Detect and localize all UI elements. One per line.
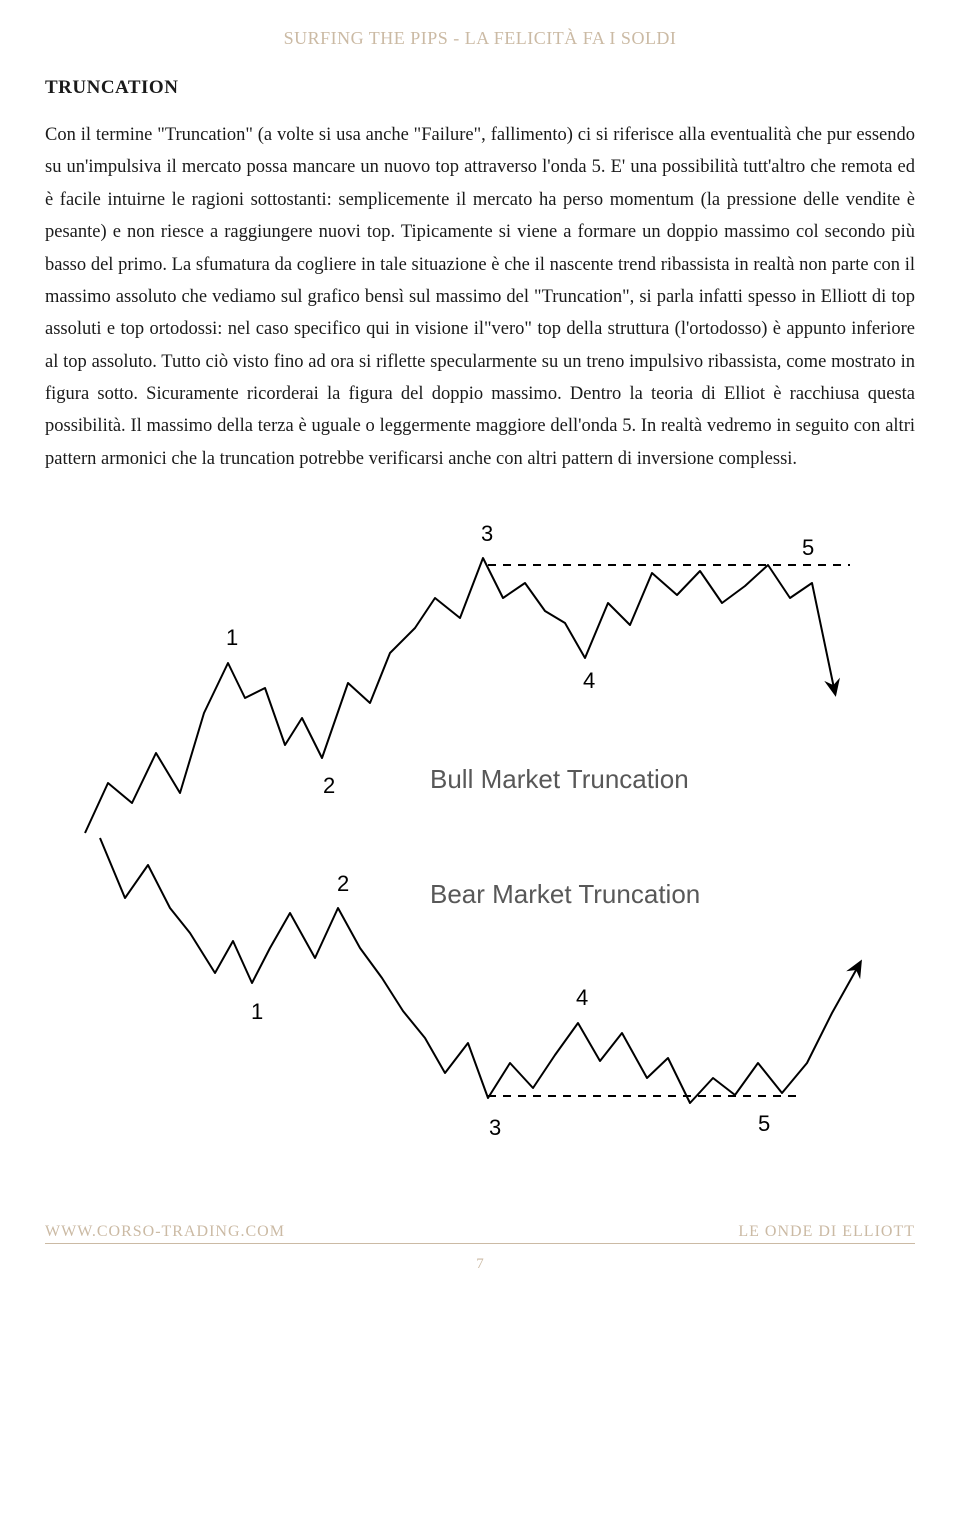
footer-left: WWW.CORSO-TRADING.COM (45, 1223, 285, 1241)
svg-text:3: 3 (489, 1115, 501, 1140)
svg-text:Bull Market Truncation: Bull Market Truncation (430, 764, 689, 794)
svg-text:1: 1 (226, 625, 238, 650)
svg-text:3: 3 (481, 521, 493, 546)
svg-text:4: 4 (576, 985, 588, 1010)
page-footer: WWW.CORSO-TRADING.COM LE ONDE DI ELLIOTT (45, 1223, 915, 1244)
body-paragraph: Con il termine "Truncation" (a volte si … (45, 119, 915, 475)
truncation-chart: 1 2 3 4 5 Bull Market Truncation 1 2 3 4 5 Bear Mar… (45, 503, 915, 1188)
svg-text:Bear Market Truncation: Bear Market Truncation (430, 879, 700, 909)
section-title: TRUNCATION (45, 77, 915, 99)
svg-text:1: 1 (251, 999, 263, 1024)
chart-svg: 1 2 3 4 5 Bull Market Truncation 1 2 3 4 5 Bear Mar… (70, 503, 890, 1183)
svg-text:4: 4 (583, 668, 595, 693)
svg-text:2: 2 (337, 871, 349, 896)
svg-text:2: 2 (323, 773, 335, 798)
svg-text:5: 5 (802, 535, 814, 560)
svg-text:5: 5 (758, 1111, 770, 1136)
document-page: SURFING THE PIPS - LA FELICITÀ FA I SOLD… (0, 0, 960, 1515)
page-header: SURFING THE PIPS - LA FELICITÀ FA I SOLD… (45, 28, 915, 49)
footer-right: LE ONDE DI ELLIOTT (738, 1223, 915, 1241)
page-number: 7 (45, 1256, 915, 1273)
